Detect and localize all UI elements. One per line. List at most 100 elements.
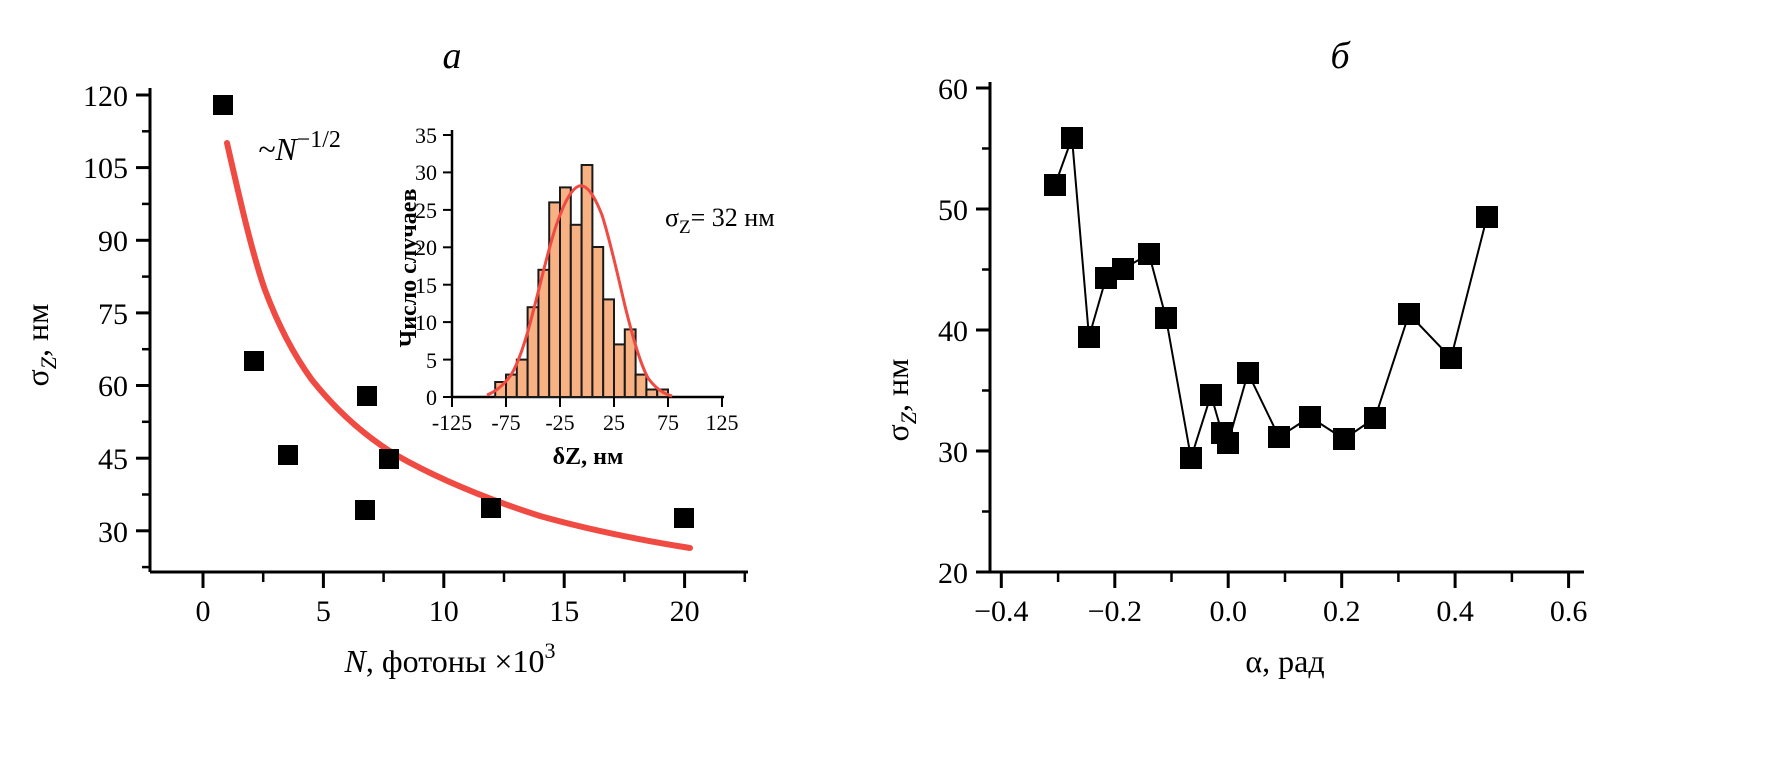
- hist-bar: [634, 373, 648, 399]
- inset-annot-sigma: σ: [665, 203, 679, 232]
- data-point: [1333, 428, 1355, 450]
- data-point: [1180, 447, 1202, 469]
- panel-b-y-ticks: [976, 86, 990, 574]
- panel-a-ytick-105: 105: [83, 152, 128, 185]
- data-point: [278, 445, 298, 465]
- inset-y-axis-title: Число случаев: [396, 189, 422, 348]
- inset-ytick-25: 25: [415, 198, 437, 223]
- hist-bar: [559, 186, 572, 398]
- panel-a-ytick-75: 75: [98, 298, 128, 331]
- panel-a-xtick-15: 15: [549, 595, 579, 628]
- hist-bar: [591, 246, 605, 398]
- inset-ytick-0: 0: [426, 385, 437, 410]
- inset-ytick-15: 15: [415, 273, 437, 298]
- hist-bar: [613, 343, 626, 398]
- panel-a-svg: а 120 105: [19, 35, 775, 679]
- inset-xtick-125: 125: [706, 410, 739, 435]
- inset-y-ticks: [443, 134, 452, 398]
- panel-b-ytick-50: 50: [938, 194, 968, 227]
- inset-xtick--25: -25: [545, 410, 574, 435]
- inset-histogram: 0 5 10 15 20 25 30 35 -125 -75: [396, 123, 775, 470]
- data-point: [1078, 326, 1100, 348]
- data-point: [1268, 426, 1290, 448]
- panel-a-letter: а: [443, 35, 462, 77]
- panel-a-ylabel-sub: Z: [36, 356, 61, 369]
- data-point: [1237, 362, 1259, 384]
- panel-a-xtick-10: 10: [429, 595, 459, 628]
- data-point: [1476, 206, 1498, 228]
- data-point: [1061, 127, 1083, 149]
- panel-b: б 20 30 40 50 60: [880, 0, 1766, 783]
- inset-xlabel-unit: , нм: [581, 444, 623, 470]
- panel-a-annot-exp: −1/2: [297, 127, 341, 153]
- inset-annot-value: = 32 нм: [691, 203, 775, 232]
- panel-b-xtick-0.6: 0.6: [1550, 595, 1588, 628]
- data-point: [379, 449, 399, 469]
- inset-gaussian-fit: [486, 184, 673, 398]
- data-point: [213, 95, 233, 115]
- inset-xtick--75: -75: [491, 410, 520, 435]
- panel-a-xtick-0: 0: [196, 595, 211, 628]
- inset-xtick-25: 25: [603, 410, 625, 435]
- panel-a-y-axis-title: σZ, нм: [19, 304, 61, 387]
- data-point: [357, 386, 377, 406]
- data-point: [1138, 243, 1160, 265]
- data-point: [1112, 258, 1134, 280]
- panel-a-xlabel-n: N: [344, 643, 368, 679]
- inset-ytick-35: 35: [415, 123, 437, 148]
- panel-b-xtick-0.4: 0.4: [1436, 595, 1474, 628]
- inset-ytick-30: 30: [415, 160, 437, 185]
- panel-a-ytick-30: 30: [98, 516, 128, 549]
- inset-annot-sub: Z: [679, 217, 691, 238]
- panel-a-ytick-60: 60: [98, 370, 128, 403]
- panel-b-ytick-40: 40: [938, 315, 968, 348]
- inset-ylabel: Число случаев: [396, 189, 422, 348]
- panel-b-ylabel-unit: , нм: [880, 359, 915, 412]
- data-point: [1440, 347, 1462, 369]
- panel-a-fit-curve: [224, 140, 693, 551]
- inset-xtick--125: -125: [432, 410, 472, 435]
- inset-xlabel-delta: δ: [553, 444, 565, 470]
- inset-ytick-20: 20: [415, 235, 437, 260]
- hist-bar: [602, 298, 616, 398]
- panel-a-ytick-90: 90: [98, 225, 128, 258]
- data-point: [1155, 307, 1177, 329]
- data-point: [1398, 303, 1420, 325]
- data-point: [355, 500, 375, 520]
- panel-b-ytick-60: 60: [938, 73, 968, 106]
- inset-x-ticks: [451, 397, 723, 407]
- panel-b-xtick--0.2: −0.2: [1088, 595, 1142, 628]
- panel-b-xtick-0.2: 0.2: [1323, 595, 1361, 628]
- panel-a-ylabel-unit: , нм: [19, 304, 55, 357]
- data-point: [244, 351, 264, 371]
- panel-b-connector-line: [1054, 137, 1488, 459]
- svg-text:σZ, нм: σZ, нм: [19, 304, 61, 387]
- panel-a-data-markers: [213, 95, 694, 528]
- inset-bars: [494, 164, 670, 399]
- hist-bar: [526, 306, 540, 399]
- panel-a-ytick-120: 120: [83, 80, 128, 113]
- hist-bar: [515, 358, 529, 399]
- data-point: [1200, 384, 1222, 406]
- panel-b-ylabel-sub: Z: [896, 411, 921, 424]
- hist-bar: [580, 164, 594, 398]
- panel-a-xtick-20: 20: [670, 595, 700, 628]
- inset-xlabel-sub: Z: [565, 444, 581, 470]
- data-point: [481, 498, 501, 518]
- panel-a-xlabel-exp: 3: [544, 638, 555, 663]
- data-point: [1044, 174, 1066, 196]
- panel-b-data-markers: [1044, 127, 1498, 469]
- data-point: [1299, 406, 1321, 428]
- inset-ytick-10: 10: [415, 310, 437, 335]
- panel-b-ytick-20: 20: [938, 557, 968, 590]
- data-point: [1217, 432, 1239, 454]
- panel-a-x-axis-title: N, фотоны ×103: [344, 638, 556, 679]
- data-point: [1364, 407, 1386, 429]
- inset-ytick-5: 5: [426, 348, 437, 373]
- panel-b-svg: б 20 30 40 50 60: [880, 35, 1588, 679]
- panel-b-xtick--0.4: −0.4: [974, 595, 1028, 628]
- panel-b-xtick-0.0: 0.0: [1209, 595, 1247, 628]
- inset-sigma-annotation: σZ= 32 нм: [665, 203, 775, 238]
- panel-a-annot-main: ~N: [258, 131, 298, 167]
